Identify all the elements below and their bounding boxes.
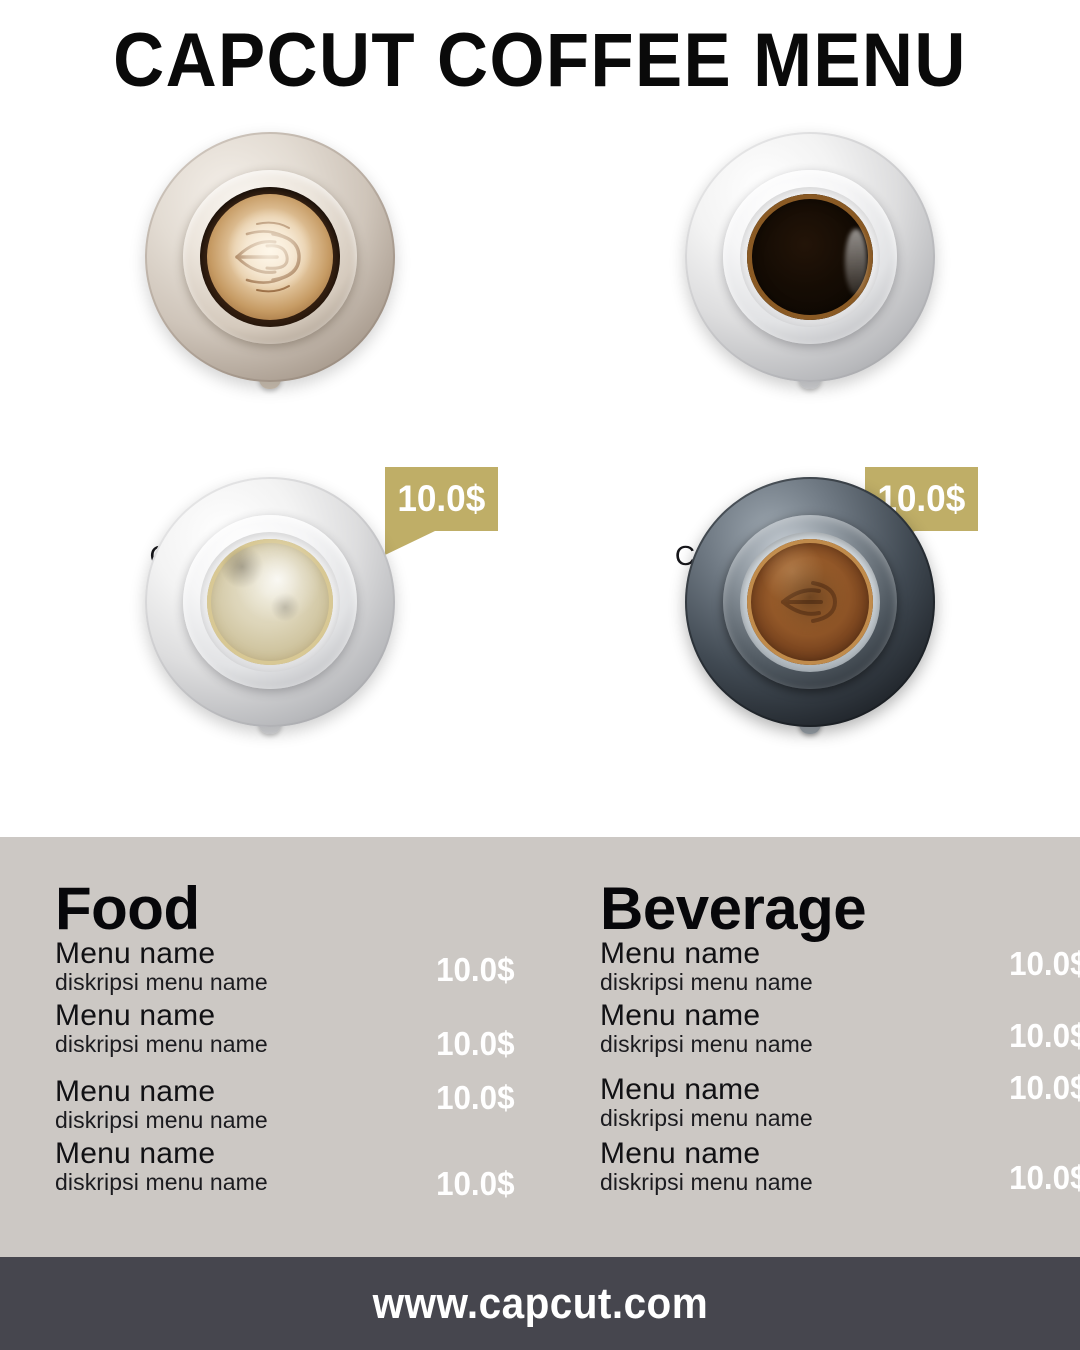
cup-inner	[200, 532, 340, 672]
menu-item-name: Menu name	[600, 999, 761, 1032]
menu-item-desc: diskripsi menu name	[600, 1104, 813, 1131]
coffee-card-coklat[interactable]: 10.0$ Coffee coklat	[540, 475, 1080, 1288]
menu-item-desc: diskripsi menu name	[55, 968, 268, 995]
coffee-liquid	[747, 539, 873, 665]
menu-item-name: Menu name	[55, 937, 216, 970]
menu-row-names: Menu name diskripsi menu name	[600, 999, 813, 1057]
menu-item-name: Menu name	[600, 1137, 761, 1170]
menu-panel: Food Menu name diskripsi menu name 10.0$…	[0, 837, 1080, 1257]
menu-rows: Menu name diskripsi menu name 10.0$ Menu…	[600, 937, 1080, 1196]
menu-item-name: Menu name	[55, 1075, 216, 1108]
menu-item-name: Menu name	[55, 1137, 216, 1170]
price-label: 10.0$	[397, 478, 486, 519]
menu-row-names: Menu name diskripsi menu name	[600, 1137, 813, 1195]
menu-row-names: Menu name diskripsi menu name	[55, 999, 268, 1057]
menu-row[interactable]: Menu name diskripsi menu name 10.0$	[600, 1069, 1080, 1131]
menu-item-desc: diskripsi menu name	[600, 1168, 813, 1195]
menu-item-name: Menu name	[600, 1073, 761, 1106]
coffee-liquid	[747, 194, 873, 320]
coffee-cup-latte-icon	[145, 132, 395, 397]
menu-item-desc: diskripsi menu name	[600, 968, 813, 995]
page-title: CAPCUT COFFEE MENU	[113, 17, 967, 103]
cup-body	[183, 170, 357, 344]
menu-row[interactable]: Menu name diskripsi menu name 10.0$	[55, 1069, 535, 1132]
section-title: Beverage	[600, 875, 867, 942]
menu-row[interactable]: Menu name diskripsi menu name 10.0$	[55, 937, 535, 1001]
cup-inner	[740, 532, 880, 672]
coffee-cup-coklat-icon	[685, 477, 935, 742]
coffee-liquid	[207, 539, 333, 665]
coffee-card-latte[interactable]: 10.0$ Coffee latte	[0, 120, 540, 571]
menu-item-price: 10.0$	[436, 1165, 515, 1202]
cup-body	[723, 170, 897, 344]
cup-body	[723, 515, 897, 689]
menu-item-name: Menu name	[55, 999, 216, 1032]
coffee-card-tubruk[interactable]: 10.0$ Coffee tubruk	[540, 120, 1080, 571]
menu-item-price: 10.0$	[1009, 945, 1080, 982]
cup-inner	[200, 187, 340, 327]
menu-row-names: Menu name diskripsi menu name	[55, 937, 268, 995]
menu-row[interactable]: Menu name diskripsi menu name 10.0$	[600, 937, 1080, 1001]
menu-row[interactable]: Menu name diskripsi menu name 10.0$	[600, 1129, 1080, 1196]
menu-row-names: Menu name diskripsi menu name	[55, 1075, 268, 1133]
menu-item-price: 10.0$	[436, 1079, 515, 1116]
coffee-cup-tubruk-icon	[685, 132, 935, 397]
menu-row-names: Menu name diskripsi menu name	[55, 1137, 268, 1195]
menu-item-price: 10.0$	[1009, 1159, 1080, 1196]
footer-bar: www.capcut.com	[0, 1257, 1080, 1350]
coffee-card-machiato[interactable]: 10.0$ Coffee machiato	[0, 475, 540, 1288]
website-url[interactable]: www.capcut.com	[372, 1278, 708, 1328]
menu-row-names: Menu name diskripsi menu name	[600, 1073, 813, 1131]
latte-art-rosetta-icon	[207, 194, 333, 320]
menu-item-desc: diskripsi menu name	[55, 1030, 268, 1057]
section-title: Food	[55, 875, 200, 942]
menu-item-desc: diskripsi menu name	[55, 1168, 268, 1195]
coffee-liquid	[207, 194, 333, 320]
cocoa-art-icon	[747, 539, 873, 665]
menu-row[interactable]: Menu name diskripsi menu name 10.0$	[55, 999, 535, 1069]
coffee-cup-machiato-icon	[145, 477, 395, 742]
menu-rows: Menu name diskripsi menu name 10.0$ Menu…	[55, 937, 535, 1202]
coffee-grid: 10.0$ Coffee latte 10.0$ Coffee tubruk	[0, 120, 1080, 1288]
menu-item-price: 10.0$	[436, 951, 515, 988]
menu-item-price: 10.0$	[436, 1025, 515, 1062]
cup-inner	[740, 187, 880, 327]
menu-row-names: Menu name diskripsi menu name	[600, 937, 813, 995]
menu-row[interactable]: Menu name diskripsi menu name 10.0$	[600, 999, 1080, 1069]
menu-item-desc: diskripsi menu name	[55, 1106, 268, 1133]
menu-item-price: 10.0$	[1009, 1017, 1080, 1054]
menu-item-name: Menu name	[600, 937, 761, 970]
menu-row[interactable]: Menu name diskripsi menu name 10.0$	[55, 1129, 535, 1202]
cup-body	[183, 515, 357, 689]
menu-item-price: 10.0$	[1009, 1069, 1080, 1106]
menu-item-desc: diskripsi menu name	[600, 1030, 813, 1057]
header: CAPCUT COFFEE MENU	[0, 0, 1080, 120]
